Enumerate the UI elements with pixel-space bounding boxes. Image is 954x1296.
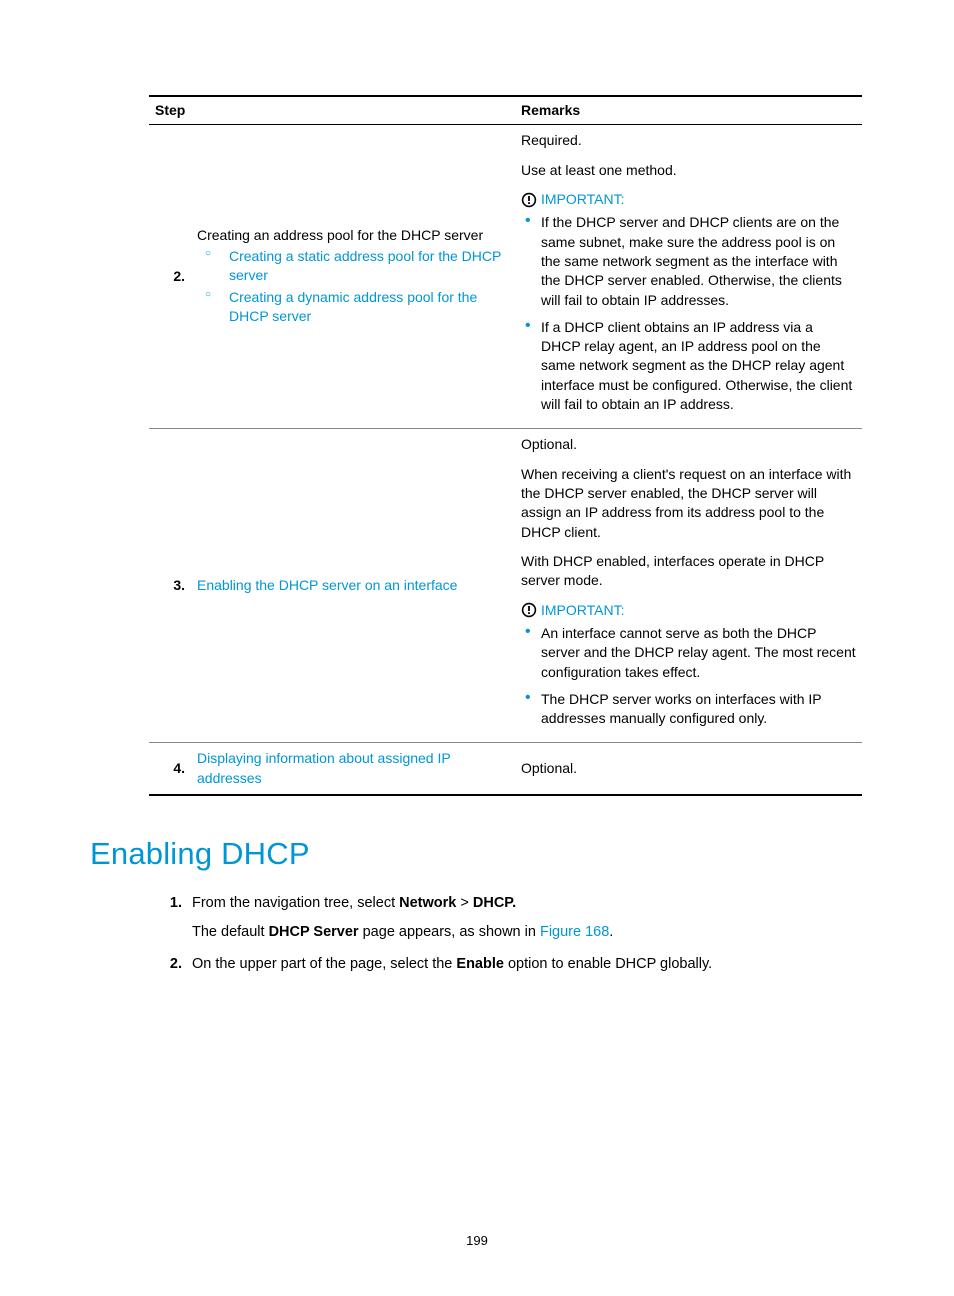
table-row: 3. Enabling the DHCP server on an interf… <box>149 429 862 743</box>
instr-text: option to enable DHCP globally. <box>504 956 712 972</box>
remark-text: Use at least one method. <box>521 161 856 180</box>
instruction-item: On the upper part of the page, select th… <box>186 953 864 975</box>
instr-bold: DHCP Server <box>269 924 359 940</box>
important-item: If the DHCP server and DHCP clients are … <box>541 213 856 310</box>
remarks-cell: Required. Use at least one method. IMPOR… <box>515 125 862 429</box>
instr-text: > <box>456 895 473 911</box>
instr-bold: DHCP. <box>473 895 516 911</box>
step-link[interactable]: Displaying information about assigned IP… <box>197 750 450 785</box>
sublink-text: Creating a dynamic address pool for the … <box>229 289 477 324</box>
instr-text: page appears, as shown in <box>359 924 540 940</box>
remark-text: Required. <box>521 131 856 150</box>
important-icon <box>521 602 537 618</box>
step-number: 2. <box>149 125 191 429</box>
step-sublink[interactable]: Creating a dynamic address pool for the … <box>215 288 509 327</box>
step-title: Creating an address pool for the DHCP se… <box>197 227 483 243</box>
important-item: The DHCP server works on interfaces with… <box>541 690 856 729</box>
document-page: Step Remarks 2. Creating an address pool… <box>0 0 954 1296</box>
important-callout: IMPORTANT: <box>521 601 856 620</box>
page-number: 199 <box>0 1233 954 1248</box>
important-label: IMPORTANT: <box>541 190 625 209</box>
instr-text: . <box>609 924 613 940</box>
step-number: 3. <box>149 429 191 743</box>
remarks-cell: Optional. When receiving a client's requ… <box>515 429 862 743</box>
instr-bold: Enable <box>456 956 504 972</box>
step-sublist: Creating a static address pool for the D… <box>197 247 509 326</box>
remarks-cell: Optional. <box>515 743 862 795</box>
important-item: An interface cannot serve as both the DH… <box>541 624 856 682</box>
remark-text: Optional. <box>521 759 856 778</box>
instr-bold: Network <box>399 895 456 911</box>
sublink-text: Creating a static address pool for the D… <box>229 248 501 283</box>
step-cell: Displaying information about assigned IP… <box>191 743 515 795</box>
step-cell: Creating an address pool for the DHCP se… <box>191 125 515 429</box>
instruction-item: From the navigation tree, select Network… <box>186 892 864 943</box>
instr-line2: The default DHCP Server page appears, as… <box>192 921 864 943</box>
important-list: If the DHCP server and DHCP clients are … <box>521 213 856 414</box>
table-row: 4. Displaying information about assigned… <box>149 743 862 795</box>
step-sublink[interactable]: Creating a static address pool for the D… <box>215 247 509 286</box>
remark-text: Optional. <box>521 435 856 454</box>
remark-text: When receiving a client's request on an … <box>521 465 856 542</box>
remark-text: With DHCP enabled, interfaces operate in… <box>521 552 856 591</box>
figure-link[interactable]: Figure 168 <box>540 924 609 940</box>
important-list: An interface cannot serve as both the DH… <box>521 624 856 729</box>
important-callout: IMPORTANT: <box>521 190 856 209</box>
col-header-step: Step <box>149 96 515 125</box>
instruction-list: From the navigation tree, select Network… <box>148 892 864 975</box>
table-header-row: Step Remarks <box>149 96 862 125</box>
table-row: 2. Creating an address pool for the DHCP… <box>149 125 862 429</box>
important-icon <box>521 192 537 208</box>
important-label: IMPORTANT: <box>541 601 625 620</box>
col-header-remarks: Remarks <box>515 96 862 125</box>
instr-text: From the navigation tree, select <box>192 895 399 911</box>
instr-text: The default <box>192 924 269 940</box>
section-heading: Enabling DHCP <box>90 836 864 872</box>
instr-text: On the upper part of the page, select th… <box>192 956 456 972</box>
step-link[interactable]: Enabling the DHCP server on an interface <box>197 577 457 593</box>
important-item: If a DHCP client obtains an IP address v… <box>541 318 856 415</box>
step-number: 4. <box>149 743 191 795</box>
step-cell: Enabling the DHCP server on an interface <box>191 429 515 743</box>
steps-table: Step Remarks 2. Creating an address pool… <box>149 95 862 796</box>
